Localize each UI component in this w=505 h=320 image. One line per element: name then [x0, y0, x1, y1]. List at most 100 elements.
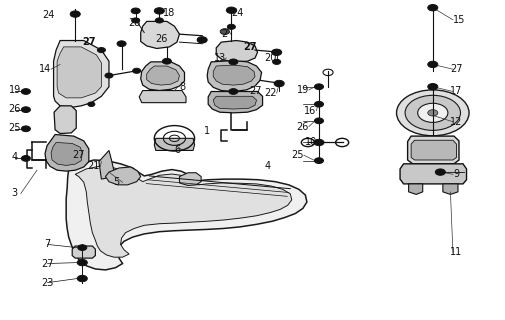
Text: 19: 19	[9, 85, 21, 95]
Circle shape	[21, 107, 30, 113]
Text: 20: 20	[264, 53, 276, 63]
Text: 19: 19	[297, 85, 309, 95]
Text: 27: 27	[82, 37, 95, 47]
Polygon shape	[141, 21, 179, 49]
Circle shape	[105, 73, 113, 78]
Text: 1: 1	[204, 126, 210, 136]
Text: 2: 2	[222, 29, 228, 39]
Polygon shape	[147, 66, 179, 85]
Polygon shape	[155, 138, 194, 150]
Circle shape	[274, 80, 284, 87]
Circle shape	[21, 89, 30, 94]
Polygon shape	[57, 47, 102, 98]
Circle shape	[405, 95, 461, 130]
Circle shape	[220, 29, 229, 35]
Text: 6: 6	[174, 146, 180, 156]
Text: 13: 13	[214, 53, 226, 63]
Circle shape	[197, 37, 207, 43]
Text: 9: 9	[453, 169, 460, 179]
Text: 26: 26	[296, 122, 309, 132]
Text: 27: 27	[450, 64, 463, 74]
Polygon shape	[208, 92, 263, 113]
Text: 23: 23	[41, 278, 54, 288]
Circle shape	[88, 102, 95, 107]
Circle shape	[396, 90, 469, 136]
Circle shape	[315, 101, 324, 107]
Polygon shape	[179, 173, 201, 186]
Text: 4: 4	[12, 152, 18, 162]
Polygon shape	[216, 41, 258, 62]
Circle shape	[428, 4, 438, 11]
Text: 15: 15	[453, 15, 465, 25]
Circle shape	[77, 260, 87, 266]
Circle shape	[133, 68, 141, 73]
Polygon shape	[51, 142, 82, 165]
Circle shape	[162, 58, 171, 64]
Circle shape	[77, 275, 87, 282]
Polygon shape	[75, 166, 292, 257]
Text: 21: 21	[88, 161, 100, 172]
Circle shape	[428, 84, 438, 90]
Text: 24: 24	[42, 10, 55, 20]
Circle shape	[315, 118, 324, 124]
Text: 26: 26	[156, 34, 168, 44]
Text: 17: 17	[450, 86, 463, 97]
Circle shape	[273, 59, 281, 64]
Circle shape	[272, 49, 282, 55]
Text: 27: 27	[249, 86, 261, 97]
Text: 18: 18	[163, 8, 176, 19]
Circle shape	[21, 126, 30, 132]
Text: 24: 24	[231, 8, 243, 19]
Circle shape	[418, 103, 448, 123]
Polygon shape	[408, 136, 459, 164]
Text: 26: 26	[9, 104, 21, 114]
Polygon shape	[213, 96, 257, 109]
Circle shape	[226, 7, 236, 13]
Text: 14: 14	[39, 64, 51, 74]
Polygon shape	[139, 91, 186, 103]
Text: 12: 12	[450, 117, 463, 127]
Circle shape	[117, 41, 126, 47]
Circle shape	[155, 8, 164, 14]
Polygon shape	[54, 41, 109, 108]
Circle shape	[156, 18, 163, 23]
Text: 7: 7	[44, 239, 50, 249]
Polygon shape	[99, 150, 114, 179]
Text: 22: 22	[264, 88, 276, 98]
Text: 4: 4	[265, 161, 271, 172]
Circle shape	[315, 84, 324, 90]
Polygon shape	[443, 184, 458, 195]
Circle shape	[132, 18, 140, 23]
Circle shape	[21, 156, 30, 161]
Polygon shape	[400, 164, 467, 184]
Polygon shape	[409, 184, 423, 195]
Text: 5: 5	[114, 177, 120, 187]
Text: 27: 27	[243, 42, 257, 52]
Circle shape	[314, 139, 324, 146]
Polygon shape	[54, 106, 76, 133]
Polygon shape	[106, 167, 141, 185]
Polygon shape	[207, 60, 262, 92]
Polygon shape	[141, 62, 184, 91]
Polygon shape	[411, 140, 457, 160]
Text: 10: 10	[306, 138, 318, 148]
Circle shape	[78, 245, 87, 251]
Text: 11: 11	[450, 247, 463, 257]
Polygon shape	[66, 160, 307, 270]
Text: 3: 3	[12, 188, 18, 198]
Circle shape	[131, 8, 140, 14]
Circle shape	[229, 59, 238, 65]
Circle shape	[227, 24, 235, 29]
Polygon shape	[45, 134, 89, 171]
Polygon shape	[213, 65, 255, 85]
Circle shape	[428, 61, 438, 68]
Text: 16: 16	[305, 106, 317, 116]
Circle shape	[97, 48, 106, 52]
Circle shape	[428, 110, 438, 116]
Circle shape	[315, 158, 324, 164]
Circle shape	[70, 11, 80, 17]
Text: 8: 8	[179, 82, 185, 92]
Polygon shape	[72, 246, 95, 258]
Text: 28: 28	[128, 18, 140, 28]
Text: 27: 27	[73, 150, 85, 160]
